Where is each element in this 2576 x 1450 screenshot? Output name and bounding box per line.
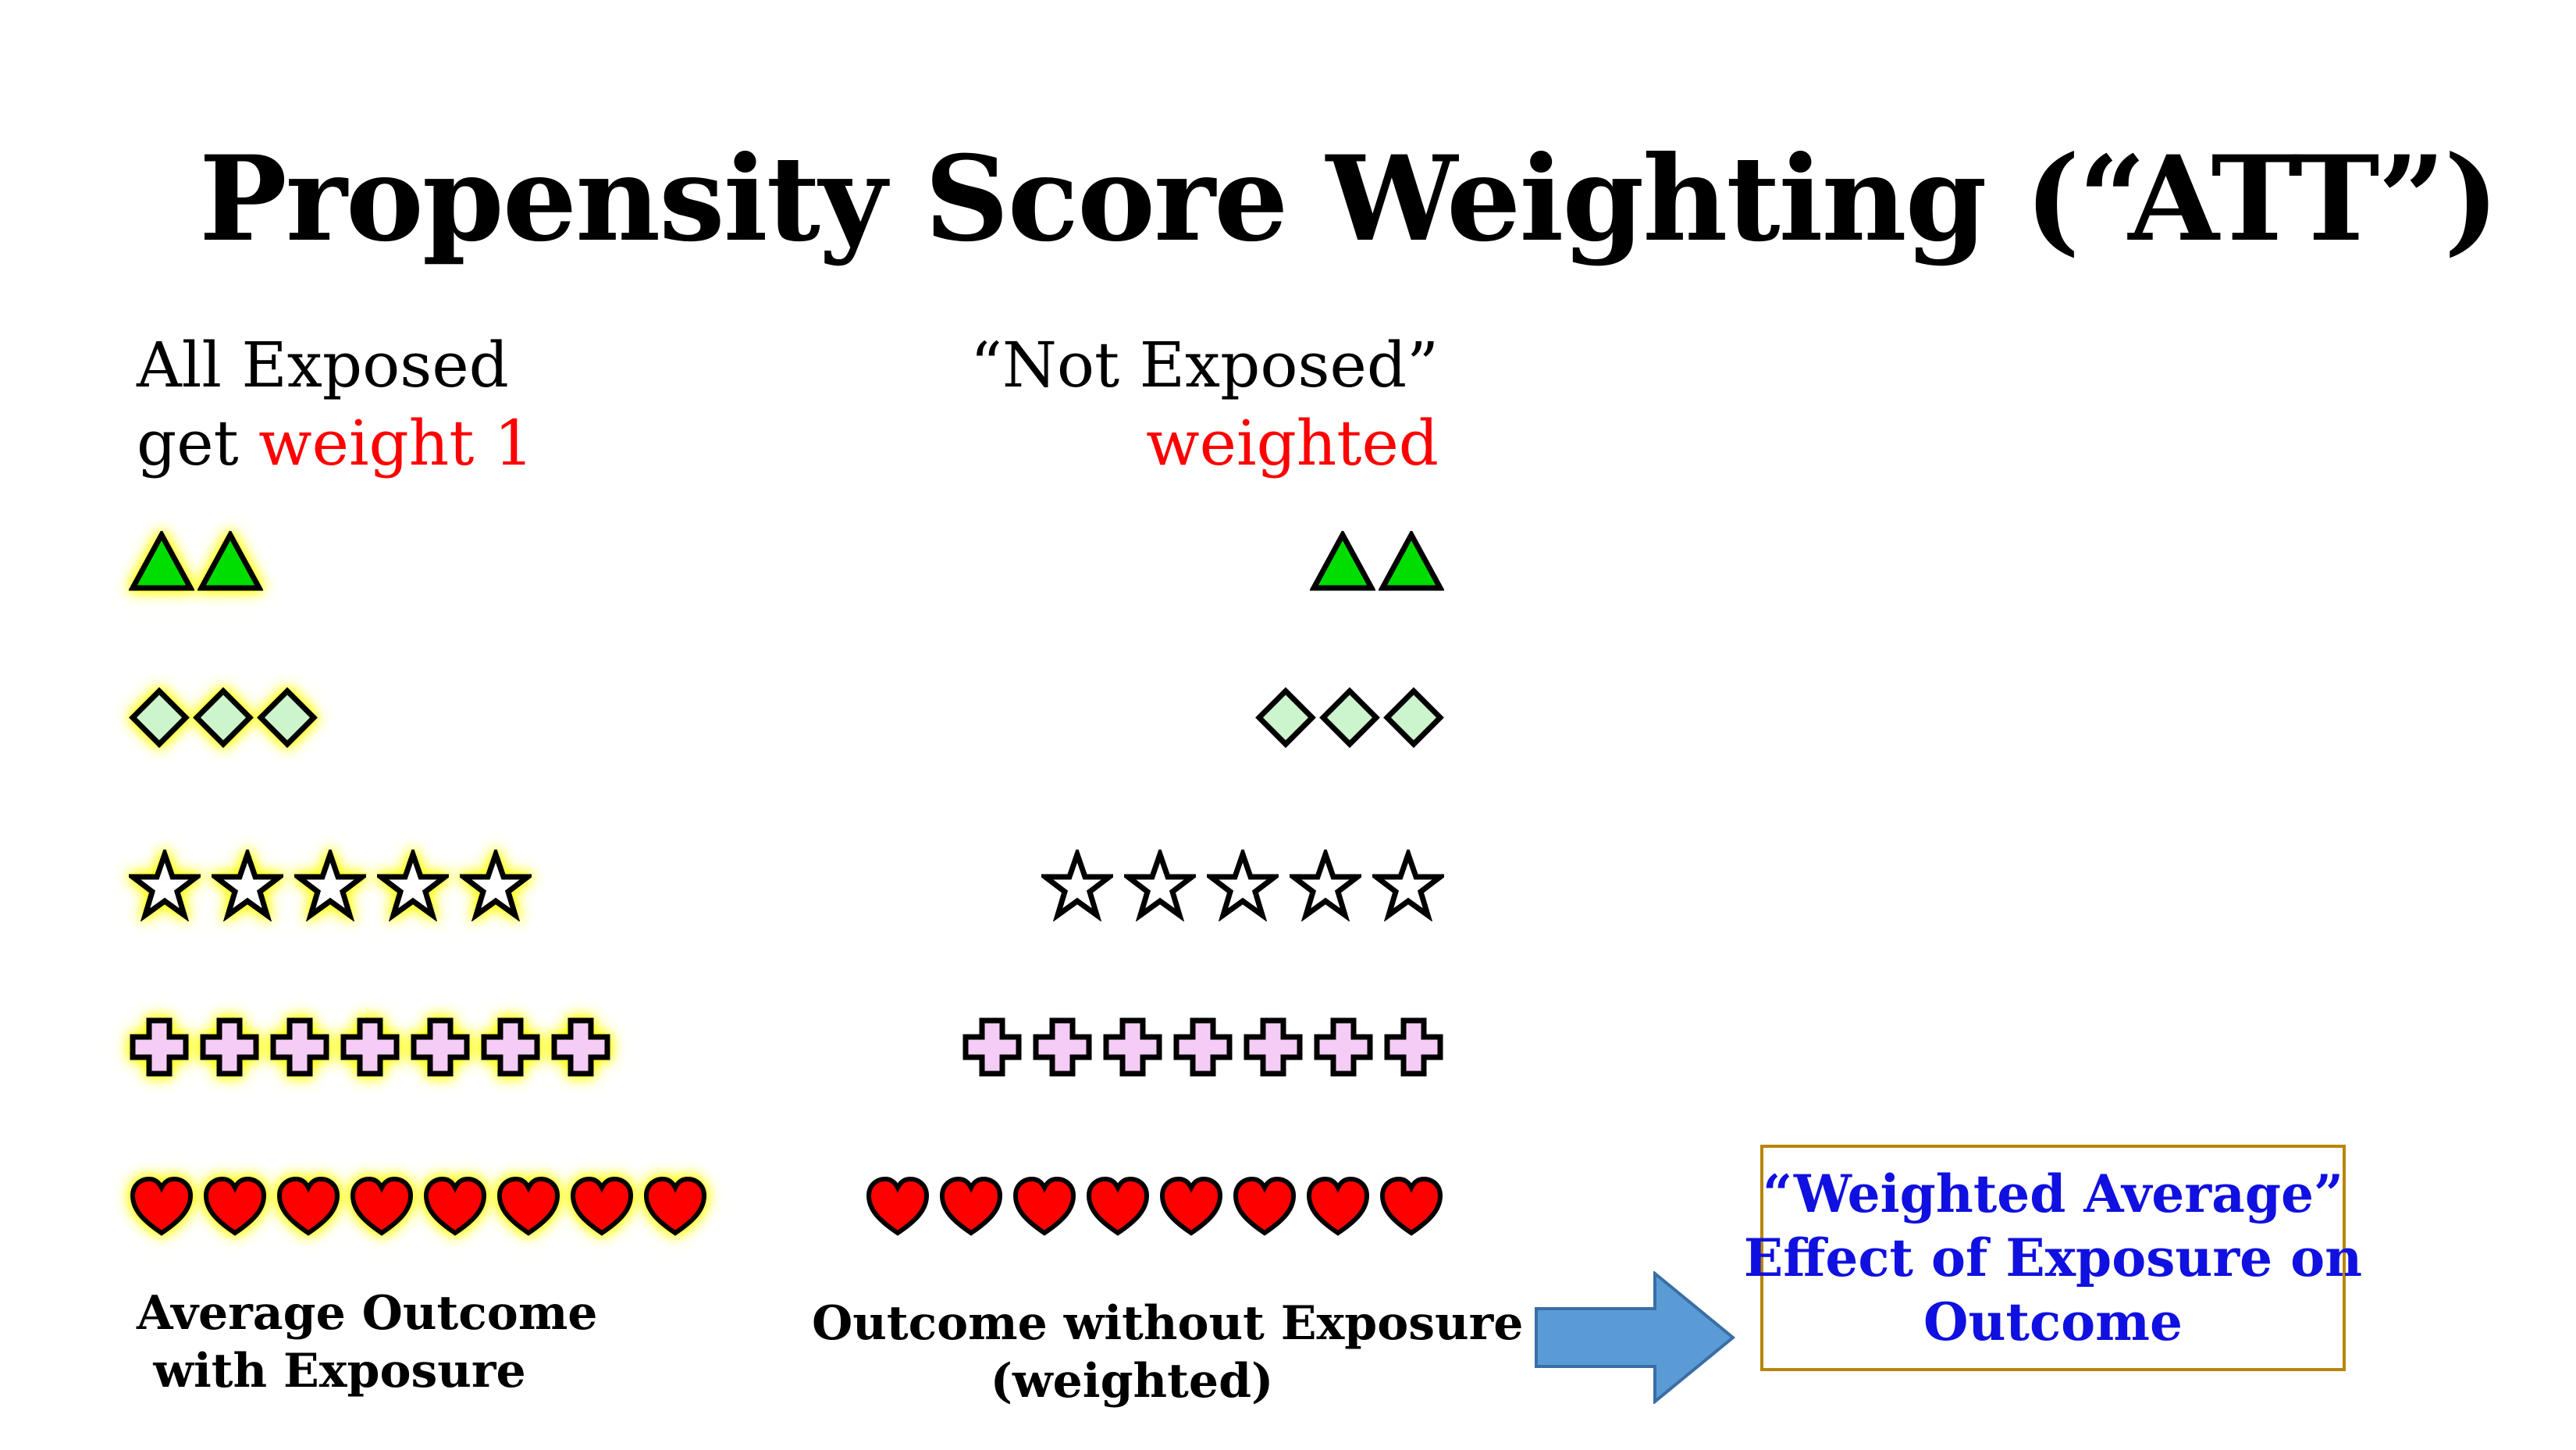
diamond-icon — [129, 687, 190, 748]
star-icon — [377, 850, 449, 921]
exposed-row-stars — [129, 850, 532, 921]
exposed-row-triangles — [129, 531, 263, 592]
heart-icon — [276, 1176, 340, 1236]
slide-title: Propensity Score Weighting (“ATT”) — [199, 130, 2500, 268]
cross-icon — [200, 1017, 259, 1077]
cross-icon — [411, 1017, 470, 1077]
diamond-icon — [257, 687, 318, 748]
triangle-icon — [197, 531, 263, 591]
star-icon — [212, 850, 283, 921]
result-line3: Outcome — [1923, 1291, 2183, 1352]
result-line1: “Weighted Average” — [1763, 1163, 2343, 1224]
not-exposed-row-diamonds — [1255, 687, 1444, 748]
star-icon — [129, 850, 201, 921]
right-arrow-icon — [1535, 1271, 1736, 1404]
star-icon — [294, 850, 366, 921]
exposed-row-crosses — [129, 1017, 611, 1078]
exposed-row-diamonds — [129, 687, 318, 748]
cross-icon — [270, 1017, 329, 1077]
not-exposed-outcome-caption: Outcome without Exposure (weighted) — [812, 1295, 1524, 1410]
heart-icon — [939, 1176, 1003, 1236]
cross-icon — [340, 1017, 400, 1077]
exposed-group-header: All Exposed get weight 1 — [137, 326, 534, 483]
heart-icon — [1086, 1176, 1150, 1236]
not-exposed-caption-line2: (weighted) — [990, 1354, 1274, 1409]
exposed-header-line1: All Exposed — [137, 329, 509, 401]
cross-icon — [130, 1017, 189, 1077]
weighted-label: weighted — [1146, 407, 1439, 479]
heart-icon — [1159, 1176, 1223, 1236]
weighted-average-effect-box: “Weighted Average” Effect of Exposure on… — [1744, 1145, 2362, 1371]
heart-icon — [866, 1176, 930, 1236]
cross-icon — [551, 1017, 610, 1077]
cross-icon — [1384, 1017, 1443, 1077]
star-icon — [1124, 850, 1196, 921]
not-exposed-row-hearts — [865, 1175, 1444, 1238]
cross-icon — [1244, 1017, 1303, 1077]
heart-icon — [350, 1176, 414, 1236]
star-icon — [1041, 850, 1113, 921]
triangle-icon — [129, 531, 194, 591]
exposed-header-line2: get weight 1 — [137, 404, 534, 483]
exposed-outcome-caption: Average Outcome with Exposure — [137, 1284, 598, 1400]
heart-icon — [130, 1176, 194, 1236]
exposed-caption-line1: Average Outcome — [137, 1286, 598, 1341]
exposed-row-hearts — [129, 1175, 708, 1238]
not-exposed-caption-line1: Outcome without Exposure — [812, 1296, 1524, 1351]
cross-icon — [1033, 1017, 1092, 1077]
star-icon — [1290, 850, 1361, 921]
star-icon — [1207, 850, 1279, 921]
heart-icon — [203, 1176, 267, 1236]
cross-icon — [481, 1017, 540, 1077]
heart-icon — [643, 1176, 707, 1236]
exposed-header-prefix: get — [137, 407, 259, 479]
diamond-icon — [1319, 687, 1380, 748]
weight-one-label: weight 1 — [258, 407, 534, 479]
heart-icon — [1306, 1176, 1370, 1236]
heart-icon — [423, 1176, 487, 1236]
diamond-icon — [193, 687, 254, 748]
cross-icon — [1314, 1017, 1373, 1077]
triangle-icon — [1310, 531, 1375, 591]
not-exposed-header-line1: “Not Exposed” — [970, 329, 1439, 401]
diamond-icon — [1383, 687, 1444, 748]
triangle-icon — [1379, 531, 1444, 591]
star-icon — [460, 850, 532, 921]
cross-icon — [1173, 1017, 1233, 1077]
cross-icon — [962, 1017, 1022, 1077]
not-exposed-row-triangles — [1310, 531, 1444, 592]
not-exposed-row-crosses — [962, 1017, 1444, 1078]
heart-icon — [1233, 1176, 1297, 1236]
star-icon — [1372, 850, 1444, 921]
result-line2: Effect of Exposure on — [1743, 1227, 2363, 1288]
heart-icon — [1379, 1176, 1443, 1236]
heart-icon — [496, 1176, 560, 1236]
diamond-icon — [1255, 687, 1316, 748]
cross-icon — [1103, 1017, 1162, 1077]
exposed-caption-line2: with Exposure — [153, 1344, 526, 1398]
not-exposed-row-stars — [1041, 850, 1444, 921]
not-exposed-group-header: “Not Exposed” weighted — [970, 326, 1439, 483]
heart-icon — [1012, 1176, 1076, 1236]
heart-icon — [570, 1176, 634, 1236]
